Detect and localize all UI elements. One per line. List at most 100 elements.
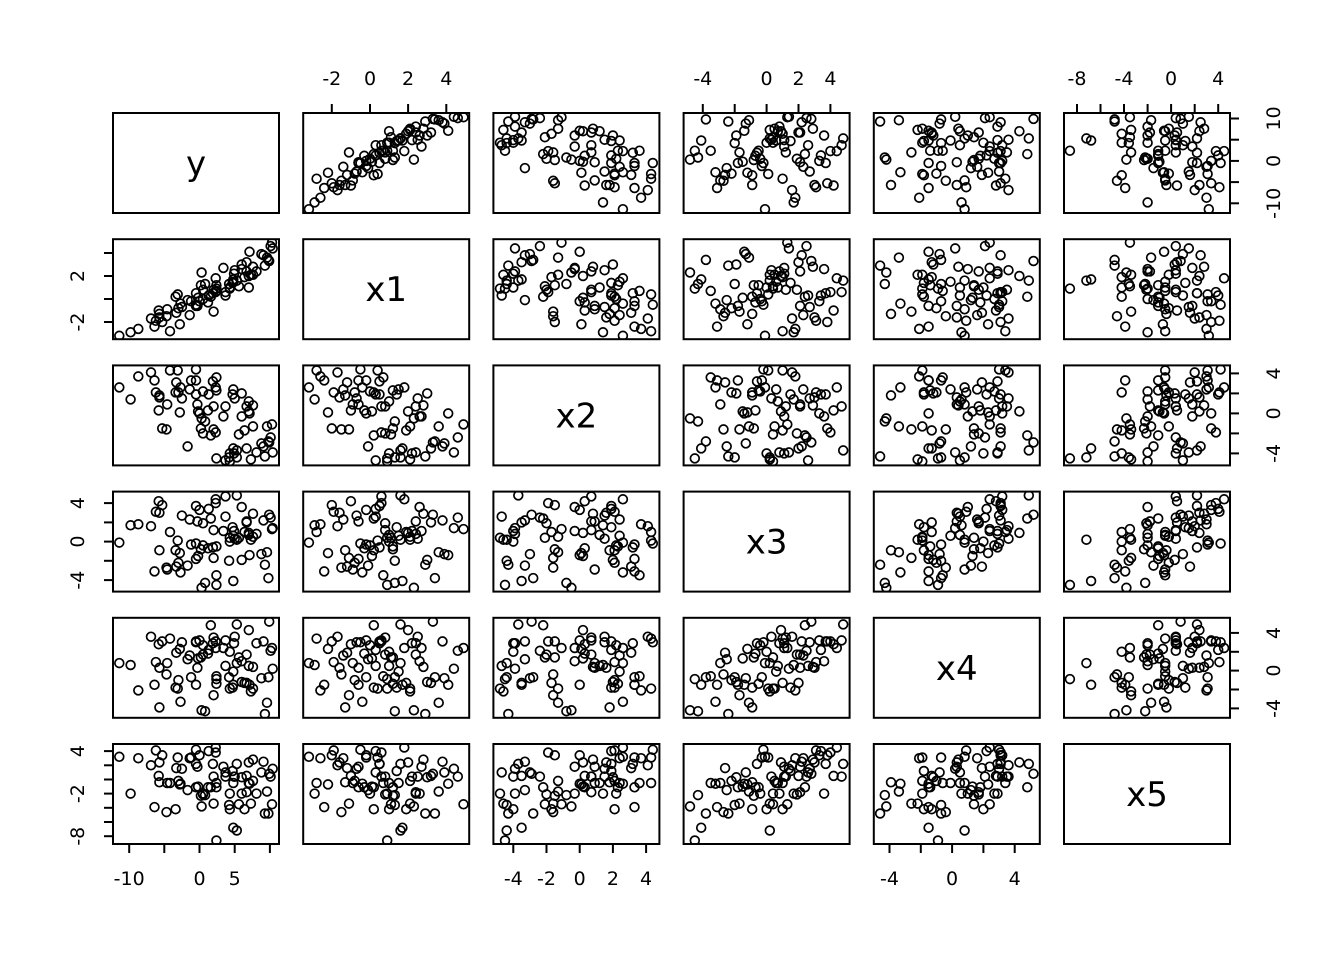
data-point xyxy=(984,525,995,537)
data-point xyxy=(992,788,1003,799)
data-point xyxy=(547,689,559,701)
data-point xyxy=(1152,430,1164,441)
axis-bottom-x4: -4 0 4 xyxy=(880,844,1021,890)
data-point xyxy=(393,530,404,542)
data-point xyxy=(556,642,567,654)
data-point xyxy=(809,757,820,768)
data-point xyxy=(1141,153,1152,165)
data-point xyxy=(576,319,587,330)
data-point xyxy=(586,516,597,527)
data-point xyxy=(774,788,785,799)
data-point xyxy=(244,549,255,561)
data-point xyxy=(601,662,612,674)
data-point xyxy=(175,696,186,708)
data-point xyxy=(452,113,464,124)
points-x3-vs-x2 xyxy=(494,491,659,592)
data-point xyxy=(244,246,255,258)
data-point xyxy=(1159,135,1171,146)
data-point xyxy=(149,679,160,691)
data-point xyxy=(351,637,362,648)
data-point xyxy=(1124,113,1136,123)
data-point xyxy=(519,294,531,306)
data-point xyxy=(893,786,905,797)
data-point xyxy=(552,546,564,558)
data-point xyxy=(785,277,796,289)
data-point xyxy=(378,777,389,789)
data-point xyxy=(503,260,514,271)
data-point xyxy=(934,118,945,129)
tick-label: 4 xyxy=(67,497,89,509)
data-point xyxy=(1195,250,1206,261)
data-point xyxy=(309,788,320,799)
data-point xyxy=(1191,491,1203,501)
data-point xyxy=(1187,141,1198,152)
data-point xyxy=(1121,413,1132,424)
data-point xyxy=(785,135,796,147)
data-point xyxy=(1202,365,1213,376)
data-point xyxy=(397,822,408,833)
data-point xyxy=(935,254,947,266)
data-point xyxy=(1003,264,1014,276)
data-point xyxy=(376,747,387,758)
data-point xyxy=(742,319,753,330)
axis-bottom-x2: -4 -2 0 2 4 xyxy=(504,844,652,890)
data-point xyxy=(1177,248,1189,260)
data-point xyxy=(519,636,531,647)
data-point xyxy=(236,501,247,513)
data-point xyxy=(831,744,843,753)
data-point xyxy=(1205,296,1217,307)
data-point xyxy=(542,286,554,298)
data-point xyxy=(322,407,334,418)
data-point xyxy=(617,567,629,578)
data-point xyxy=(211,678,222,690)
data-point xyxy=(353,553,364,565)
data-point xyxy=(223,799,235,811)
data-point xyxy=(228,575,239,587)
points-x4-vs-x3 xyxy=(684,617,849,718)
data-point xyxy=(959,275,970,286)
data-point xyxy=(1064,145,1076,156)
data-point xyxy=(353,516,364,527)
data-point xyxy=(740,438,752,449)
data-point xyxy=(547,147,559,158)
data-point xyxy=(556,799,567,810)
data-point xyxy=(149,321,160,332)
data-point xyxy=(1022,782,1033,793)
data-point xyxy=(170,545,181,556)
data-point xyxy=(1183,243,1195,254)
data-point xyxy=(912,454,923,465)
data-point xyxy=(754,639,766,651)
data-point xyxy=(524,248,536,260)
data-point xyxy=(338,514,349,525)
data-point xyxy=(940,806,952,818)
data-point xyxy=(924,145,936,156)
points-y-vs-x5 xyxy=(1064,113,1230,213)
data-point xyxy=(1191,445,1203,456)
data-point xyxy=(1139,577,1151,589)
data-point xyxy=(406,638,418,649)
tick-label: 4 xyxy=(67,745,89,757)
data-point xyxy=(508,646,519,658)
data-point xyxy=(574,549,585,561)
data-point xyxy=(389,705,401,717)
data-point xyxy=(1171,180,1183,191)
data-point xyxy=(993,365,1005,375)
data-point xyxy=(599,637,610,648)
data-point xyxy=(341,762,353,774)
data-point xyxy=(574,778,585,789)
data-point xyxy=(574,679,585,691)
data-point xyxy=(740,767,752,778)
data-point xyxy=(635,519,647,530)
data-point xyxy=(705,671,716,682)
data-point xyxy=(184,650,195,661)
data-point xyxy=(711,801,723,813)
data-point xyxy=(574,246,585,258)
data-point xyxy=(379,518,391,529)
data-point xyxy=(376,145,387,157)
axis-top-x1: -2 0 2 4 xyxy=(322,68,452,113)
data-point xyxy=(815,389,827,400)
data-point xyxy=(635,752,647,764)
data-point xyxy=(164,526,176,538)
data-point xyxy=(241,649,252,660)
tick-label: -8 xyxy=(1068,68,1087,90)
